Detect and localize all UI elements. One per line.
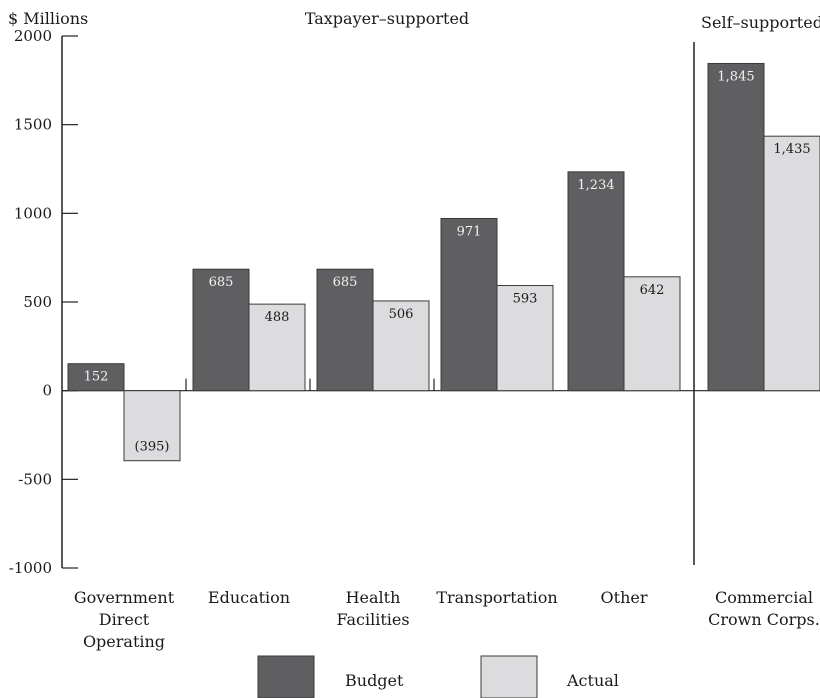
bar-budget-education [192, 268, 250, 392]
group-label-self-supported: Self–supported [701, 13, 820, 32]
y-tick-label: 2000 [14, 27, 52, 45]
data-label-actual-transportation: 593 [513, 292, 538, 307]
category-label-health-facilities: Health [346, 588, 401, 607]
y-tick-label: 500 [23, 293, 52, 311]
data-label-actual-health-facilities: 506 [389, 307, 414, 322]
bar-budget-commercial-crown-corps [707, 62, 765, 392]
bar-budget-health-facilities [316, 268, 374, 392]
y-axis-label: $ Millions [8, 9, 88, 28]
y-tick-label: -500 [18, 470, 52, 488]
category-label-commercial-crown-corps: Commercial [715, 588, 813, 607]
data-label-budget-transportation: 971 [457, 224, 482, 239]
category-labels: Government Direct Operating Education Health… [74, 588, 820, 651]
bar-budget-government-direct-operating [67, 363, 125, 392]
legend-swatch-actual [480, 655, 538, 698]
data-label-actual-government-direct-operating: (395) [135, 440, 170, 455]
y-tick-label: 0 [42, 382, 52, 400]
category-label-education: Education [208, 588, 290, 607]
group-label-taxpayer-supported: Taxpayer–supported [305, 9, 469, 28]
data-label-budget-education: 685 [209, 275, 234, 290]
bar-budget-transportation [440, 217, 498, 392]
data-label-budget-government-direct-operating: 152 [84, 370, 109, 385]
y-tick-label: 1500 [14, 116, 52, 134]
legend-label-budget: Budget [345, 671, 404, 690]
category-label-government-direct-operating: Government [74, 588, 175, 607]
data-label-actual-other: 642 [640, 283, 665, 298]
legend-label-actual: Actual [566, 671, 619, 690]
data-labels: 152 (395) 685 488 685 506 971 593 1,234 642 1,845 1… [84, 69, 811, 454]
category-label-transportation: Transportation [436, 588, 557, 607]
category-label-other: Other [601, 588, 648, 607]
data-label-budget-commercial-crown-corps: 1,845 [717, 69, 754, 84]
bar-budget-other [567, 171, 625, 392]
data-label-budget-other: 1,234 [577, 178, 614, 193]
bar-actual-other [623, 276, 681, 392]
bar-actual-government-direct-operating [123, 390, 181, 462]
data-label-actual-education: 488 [265, 310, 290, 325]
category-label-commercial-crown-corps: Crown Corps. [708, 610, 820, 629]
y-tick-label: 1000 [14, 204, 52, 222]
data-label-actual-commercial-crown-corps: 1,435 [773, 142, 810, 157]
category-label-health-facilities: Facilities [336, 610, 409, 629]
bar-actual-commercial-crown-corps [763, 135, 820, 392]
bar-actual-transportation [496, 285, 554, 392]
category-label-government-direct-operating: Operating [83, 632, 165, 651]
legend-swatch-budget [257, 655, 315, 698]
legend: Budget Actual [257, 655, 619, 698]
bars [67, 62, 820, 462]
bar-actual-education [248, 303, 306, 392]
category-label-government-direct-operating: Direct [99, 610, 150, 629]
data-label-budget-health-facilities: 685 [333, 275, 358, 290]
y-tick-label: -1000 [9, 559, 52, 577]
bar-actual-health-facilities [372, 300, 430, 392]
